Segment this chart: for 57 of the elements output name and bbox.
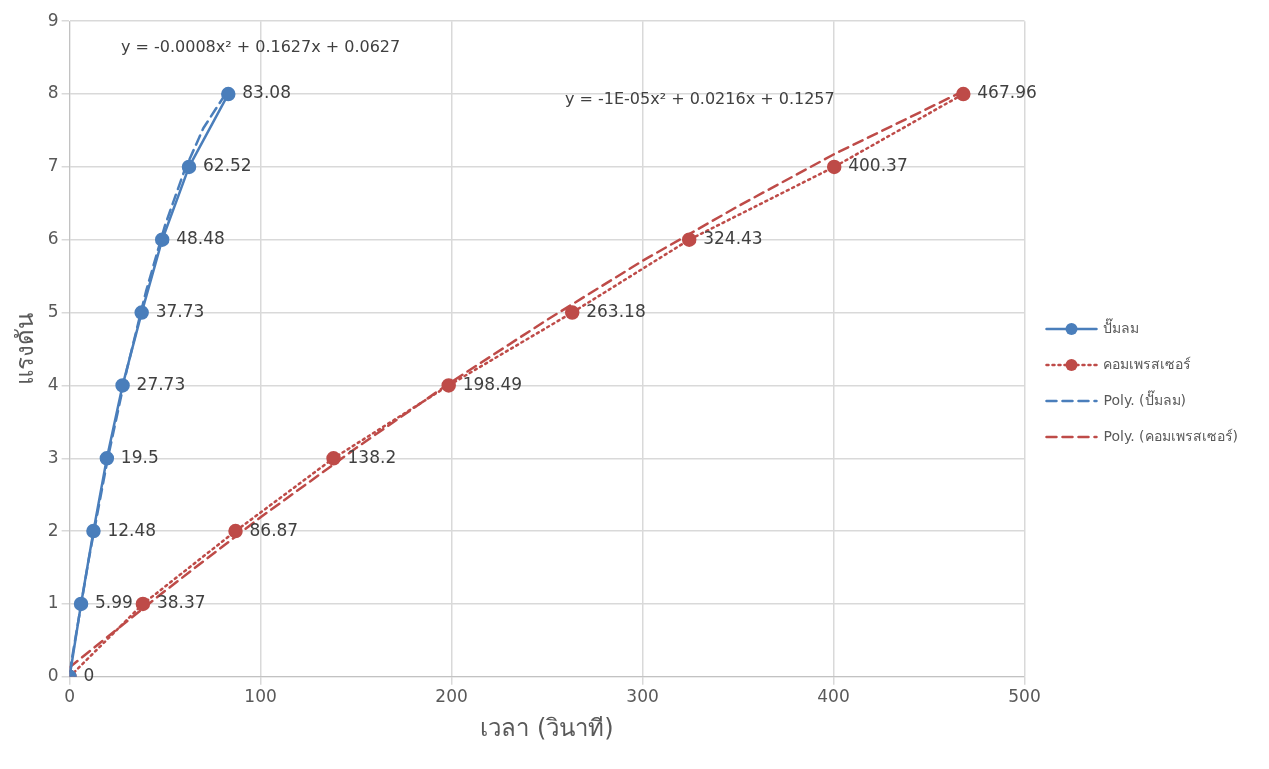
annotation: 37.73 <box>155 301 205 321</box>
y-tick-label: 9 <box>47 9 59 30</box>
point <box>86 523 101 539</box>
point <box>115 378 130 393</box>
y-tick-label: 5 <box>47 301 59 321</box>
annotation: 19.5 <box>120 446 159 467</box>
annotation: 83.08 <box>242 82 291 103</box>
point <box>228 523 243 539</box>
legend-label: Poly. (ปั๊มลม) <box>1103 389 1186 408</box>
x-tick-label: 300 <box>626 686 659 707</box>
annotation: 400.37 <box>848 155 908 176</box>
annotation: 467.96 <box>977 82 1037 103</box>
point <box>221 86 236 102</box>
y-tick-label: 3 <box>47 446 59 467</box>
y-axis-title: แรงดัน <box>10 313 39 385</box>
annotation: 48.48 <box>176 228 225 249</box>
y-tick-label: 2 <box>47 519 59 540</box>
x-tick-label: 0 <box>64 686 76 707</box>
x-tick-label: 100 <box>244 686 277 707</box>
x-tick-label: 200 <box>435 686 468 707</box>
point <box>956 86 971 102</box>
point <box>73 596 89 612</box>
annotation: 0 <box>83 665 95 686</box>
y-tick-label: 6 <box>47 228 59 249</box>
point <box>564 305 580 320</box>
point <box>681 232 697 247</box>
point <box>181 159 197 175</box>
annotation: 324.43 <box>703 228 763 249</box>
point <box>99 451 115 466</box>
y-tick-label: 0 <box>47 665 59 686</box>
annotation: 138.2 <box>347 446 397 467</box>
x-tick-label: 500 <box>1008 686 1041 707</box>
point <box>154 232 170 247</box>
annotation: y = -1E-05x² + 0.0216x + 0.1257 <box>564 89 835 109</box>
point <box>326 451 341 466</box>
point <box>134 305 149 320</box>
annotation: 12.48 <box>107 519 157 540</box>
annotation: 198.49 <box>462 373 523 394</box>
annotation: 86.87 <box>249 519 299 540</box>
y-tick-label: 7 <box>47 155 59 176</box>
point <box>826 159 842 175</box>
point <box>135 596 151 612</box>
y-tick-label: 4 <box>47 373 59 394</box>
annotation: 62.52 <box>203 155 252 176</box>
x-tick-label: 400 <box>817 686 850 707</box>
legend-label: ปั๊มลม <box>1103 317 1140 336</box>
annotation: 263.18 <box>586 301 646 321</box>
annotation: 27.73 <box>136 373 186 394</box>
annotation: 5.99 <box>95 592 133 613</box>
y-tick-label: 8 <box>47 82 59 103</box>
point <box>441 378 456 393</box>
legend-label: Poly. (คอมเพรสเซอร์) <box>1103 427 1238 444</box>
annotation: 38.37 <box>156 592 206 613</box>
y-tick-label: 1 <box>47 592 59 613</box>
x-axis-title: เวลา (วินาที) <box>480 713 614 742</box>
annotation: y = -0.0008x² + 0.1627x + 0.0627 <box>120 36 401 56</box>
legend-label: คอมเพรสเซอร์ <box>1103 355 1192 372</box>
